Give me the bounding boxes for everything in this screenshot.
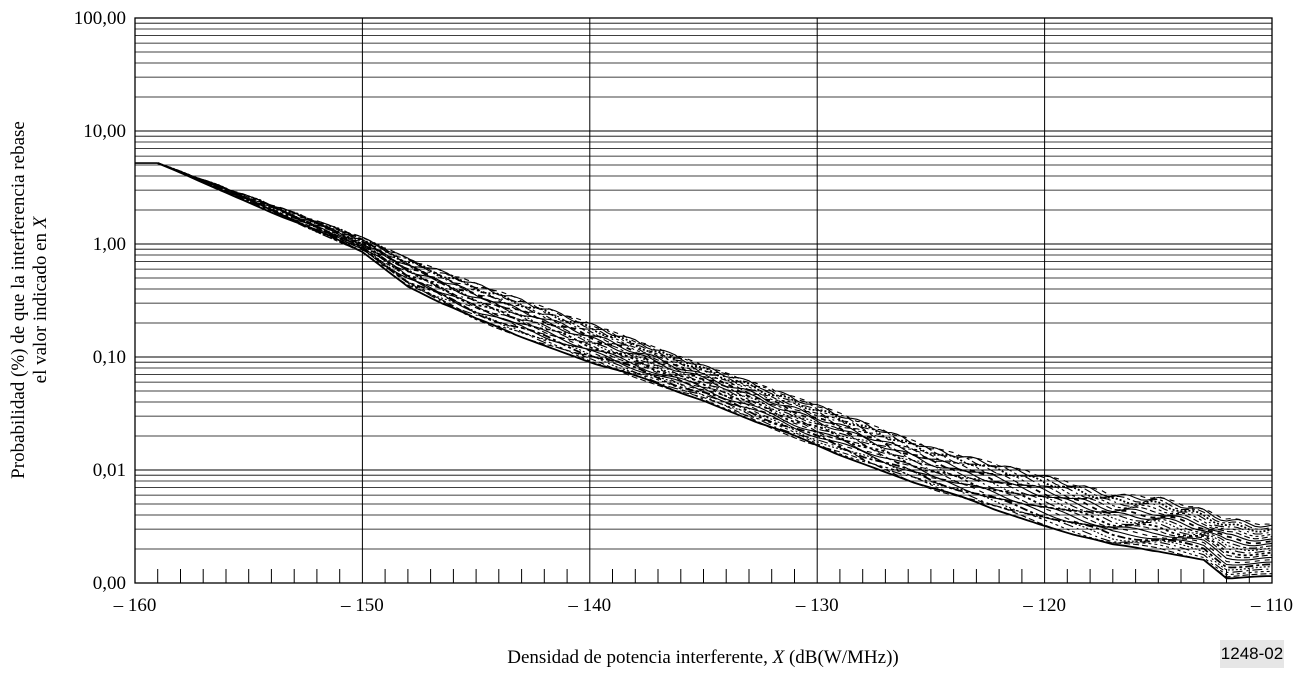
x-tick-label: – 160	[113, 595, 157, 616]
data-curve	[157, 162, 1273, 542]
y-tick-label: 0,10	[93, 347, 126, 368]
x-axis-title-var: X	[772, 647, 786, 668]
x-tick-labels: – 160 – 150 – 140 – 130 – 120 – 110	[113, 595, 1293, 616]
data-curve	[157, 162, 1273, 559]
x-tick-label: – 140	[567, 595, 611, 616]
grid	[135, 18, 1272, 584]
plot-frame	[134, 17, 1273, 584]
data-curve	[157, 162, 1273, 557]
data-curve	[157, 162, 1273, 547]
data-curve	[157, 162, 1273, 571]
data-curve	[157, 162, 1273, 526]
y-tick-label: 1,00	[93, 234, 126, 255]
x-minor-ticks	[157, 569, 1250, 583]
x-tick-label: – 120	[1022, 595, 1066, 616]
x-tick-label: – 110	[1250, 595, 1293, 616]
x-axis-title: Densidad de potencia interferente, X (dB…	[507, 647, 898, 668]
data-curve	[157, 162, 1273, 564]
y-tick-labels: 0,00 0,01 0,10 1,00 10,00 100,00	[74, 8, 126, 594]
data-curve	[157, 162, 1273, 535]
x-axis-title-suffix: (dB(W/MHz))	[784, 647, 899, 668]
y-axis-title-line2: el valor indicado en X	[30, 215, 51, 383]
y-tick-label: 100,00	[74, 8, 126, 29]
y-axis-title-line2-prefix: el valor indicado en	[30, 228, 51, 383]
figure-id-badge: 1248-02	[1220, 640, 1284, 668]
y-tick-label: 0,01	[93, 460, 126, 481]
y-axis-title-line2-var: X	[30, 215, 51, 229]
y-axis-title: Probabilidad (%) de que la interferencia…	[8, 121, 51, 479]
data-curve	[157, 162, 1273, 533]
y-axis-title-line1: Probabilidad (%) de que la interferencia…	[8, 121, 29, 479]
y-tick-label: 0,00	[93, 573, 126, 594]
data-curve	[157, 162, 1273, 573]
data-curves	[135, 162, 1273, 580]
x-tick-label: – 150	[340, 595, 384, 616]
x-tick-label: – 130	[795, 595, 839, 616]
data-curve	[157, 162, 1273, 530]
data-curve	[157, 162, 1272, 580]
y-tick-label: 10,00	[83, 121, 126, 142]
x-axis-title-prefix: Densidad de potencia interferente,	[507, 647, 772, 668]
